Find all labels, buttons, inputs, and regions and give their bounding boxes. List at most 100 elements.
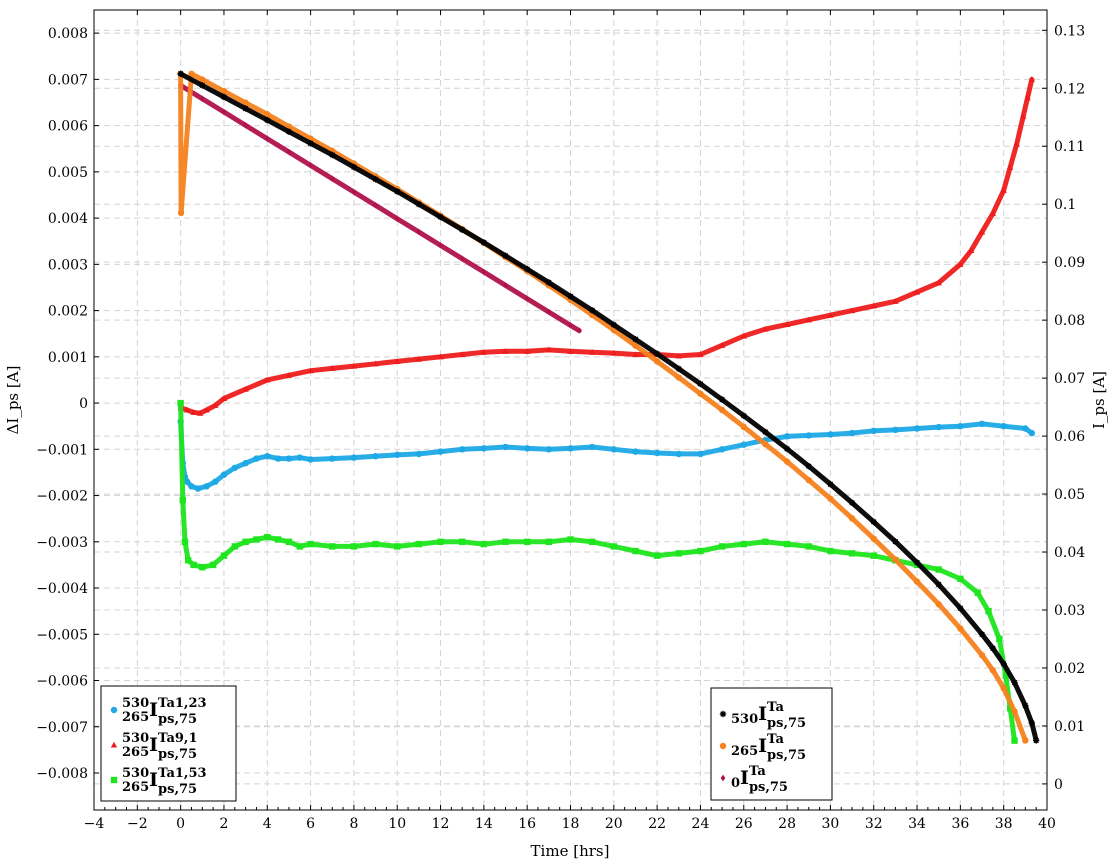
legend-sup-pre: 530 xyxy=(122,696,149,711)
x-tick-label: 4 xyxy=(263,816,272,832)
legend-label-ta1_53: 530 265ITa1,53 ps,75 xyxy=(122,766,207,797)
data-point-ta9_1 xyxy=(675,352,682,359)
data-point-ta1_53 xyxy=(437,538,444,545)
data-point-i530 xyxy=(1011,679,1018,686)
data-point-i530 xyxy=(242,105,249,112)
legend-marker-ta9_1 xyxy=(110,741,118,748)
data-point-i0 xyxy=(481,268,487,276)
data-point-i0 xyxy=(351,188,357,196)
star-stroke xyxy=(1011,679,1018,686)
star-stroke xyxy=(437,214,444,220)
data-point-ta1_23 xyxy=(675,450,682,458)
legend-marker-i0 xyxy=(720,774,726,782)
data-point-ta9_1 xyxy=(502,348,509,354)
data-point-ta1_23 xyxy=(296,454,303,461)
star-stroke xyxy=(990,645,996,652)
legend-sup: Ta xyxy=(767,700,784,715)
data-point-i0 xyxy=(459,255,465,262)
star-stroke xyxy=(849,499,855,506)
star-stroke xyxy=(264,117,271,123)
legend-sub-pre: 530 xyxy=(731,712,758,727)
x-tick-label: 0 xyxy=(176,816,185,832)
data-point-i530 xyxy=(1028,719,1036,727)
data-point-ta1_53 xyxy=(296,543,303,550)
data-point-ta1_23 xyxy=(329,455,336,462)
data-point-ta1_53 xyxy=(523,538,531,545)
star-stroke xyxy=(719,396,725,403)
right-y-axis-title: I_ps [A] xyxy=(1090,371,1108,429)
data-point-i265 xyxy=(827,495,834,502)
x-tick-label: 32 xyxy=(865,816,883,832)
data-point-i530 xyxy=(762,428,769,436)
legend-entry-ta1_23: 530 265ITa1,23 ps,75 xyxy=(110,696,207,727)
data-point-ta1_23 xyxy=(372,453,379,460)
star-stroke xyxy=(611,322,617,328)
star-stroke xyxy=(372,176,379,183)
star-stroke xyxy=(741,413,747,419)
x-tick-label: 36 xyxy=(951,816,969,832)
data-point-i265 xyxy=(783,458,791,465)
data-point-ta1_53 xyxy=(220,552,228,559)
data-point-ta1_53 xyxy=(783,540,791,548)
y-left-tick-label: −0.007 xyxy=(36,720,88,736)
data-point-ta9_1 xyxy=(437,353,444,360)
data-point-i530 xyxy=(957,605,964,612)
data-point-ta1_23 xyxy=(437,448,444,455)
star-stroke xyxy=(1022,702,1029,709)
data-point-ta1_53 xyxy=(274,536,282,543)
data-point-ta1_53 xyxy=(264,533,271,541)
data-point-ta9_1 xyxy=(190,409,197,415)
x-tick-label: 8 xyxy=(349,816,358,832)
data-point-i530 xyxy=(567,293,574,300)
series-trace-i265 xyxy=(178,71,1028,743)
y-left-tick-label: −0.004 xyxy=(36,581,88,597)
data-point-ta1_23 xyxy=(285,455,293,462)
data-point-i0 xyxy=(221,108,227,116)
data-point-ta9_1 xyxy=(567,348,574,354)
data-point-i530 xyxy=(480,239,488,246)
data-point-ta1_23 xyxy=(848,429,856,437)
data-point-i265 xyxy=(718,406,726,414)
legend-entry-i0: 0ITa ps,75 xyxy=(720,764,788,795)
data-point-i265 xyxy=(957,625,964,632)
star-stroke xyxy=(567,293,574,300)
data-point-i530 xyxy=(350,163,358,171)
data-point-i530 xyxy=(978,631,986,638)
data-point-i0 xyxy=(329,175,335,182)
y-left-tick-label: −0.003 xyxy=(36,535,88,551)
star-stroke xyxy=(459,226,465,233)
data-point-ta1_53 xyxy=(675,550,682,557)
data-point-ta1_53 xyxy=(372,540,379,548)
y-right-tick-label: 0.09 xyxy=(1054,255,1085,271)
data-point-ta1_23 xyxy=(827,431,834,438)
y-right-tick-label: 0 xyxy=(1054,777,1063,793)
data-point-ta9_1 xyxy=(480,348,488,355)
data-point-i530 xyxy=(632,336,639,343)
y-left-tick-label: −0.002 xyxy=(36,489,88,505)
data-point-ta1_23 xyxy=(194,485,202,492)
y-right-tick-label: 0.02 xyxy=(1054,661,1085,677)
y-left-tick-label: −0.008 xyxy=(36,766,88,782)
legend-marker-ta1_23 xyxy=(110,706,118,714)
data-point-i0 xyxy=(199,95,205,102)
series-ta1_53 xyxy=(177,399,1018,744)
y-left-tick-label: 0.004 xyxy=(48,211,88,227)
data-point-ta1_23 xyxy=(459,446,466,453)
legend-sup: Ta xyxy=(749,764,766,779)
data-point-ta1_23 xyxy=(350,454,358,461)
data-point-ta1_53 xyxy=(209,561,217,569)
legend-marker-i530 xyxy=(719,710,727,718)
y-right-tick-label: 0.13 xyxy=(1054,23,1085,39)
data-point-i0 xyxy=(286,148,292,156)
x-tick-label: 20 xyxy=(605,816,623,832)
data-point-ta1_23 xyxy=(394,451,401,459)
data-point-i265 xyxy=(989,667,997,674)
star-stroke xyxy=(654,351,660,357)
data-point-i530 xyxy=(437,213,444,221)
legend-sub: ps,75 xyxy=(158,747,197,762)
star-stroke xyxy=(827,481,834,487)
legend-marker-i265 xyxy=(719,742,727,750)
x-tick-label: 16 xyxy=(518,816,536,832)
star-stroke xyxy=(1029,720,1035,726)
data-point-i265 xyxy=(892,556,899,563)
